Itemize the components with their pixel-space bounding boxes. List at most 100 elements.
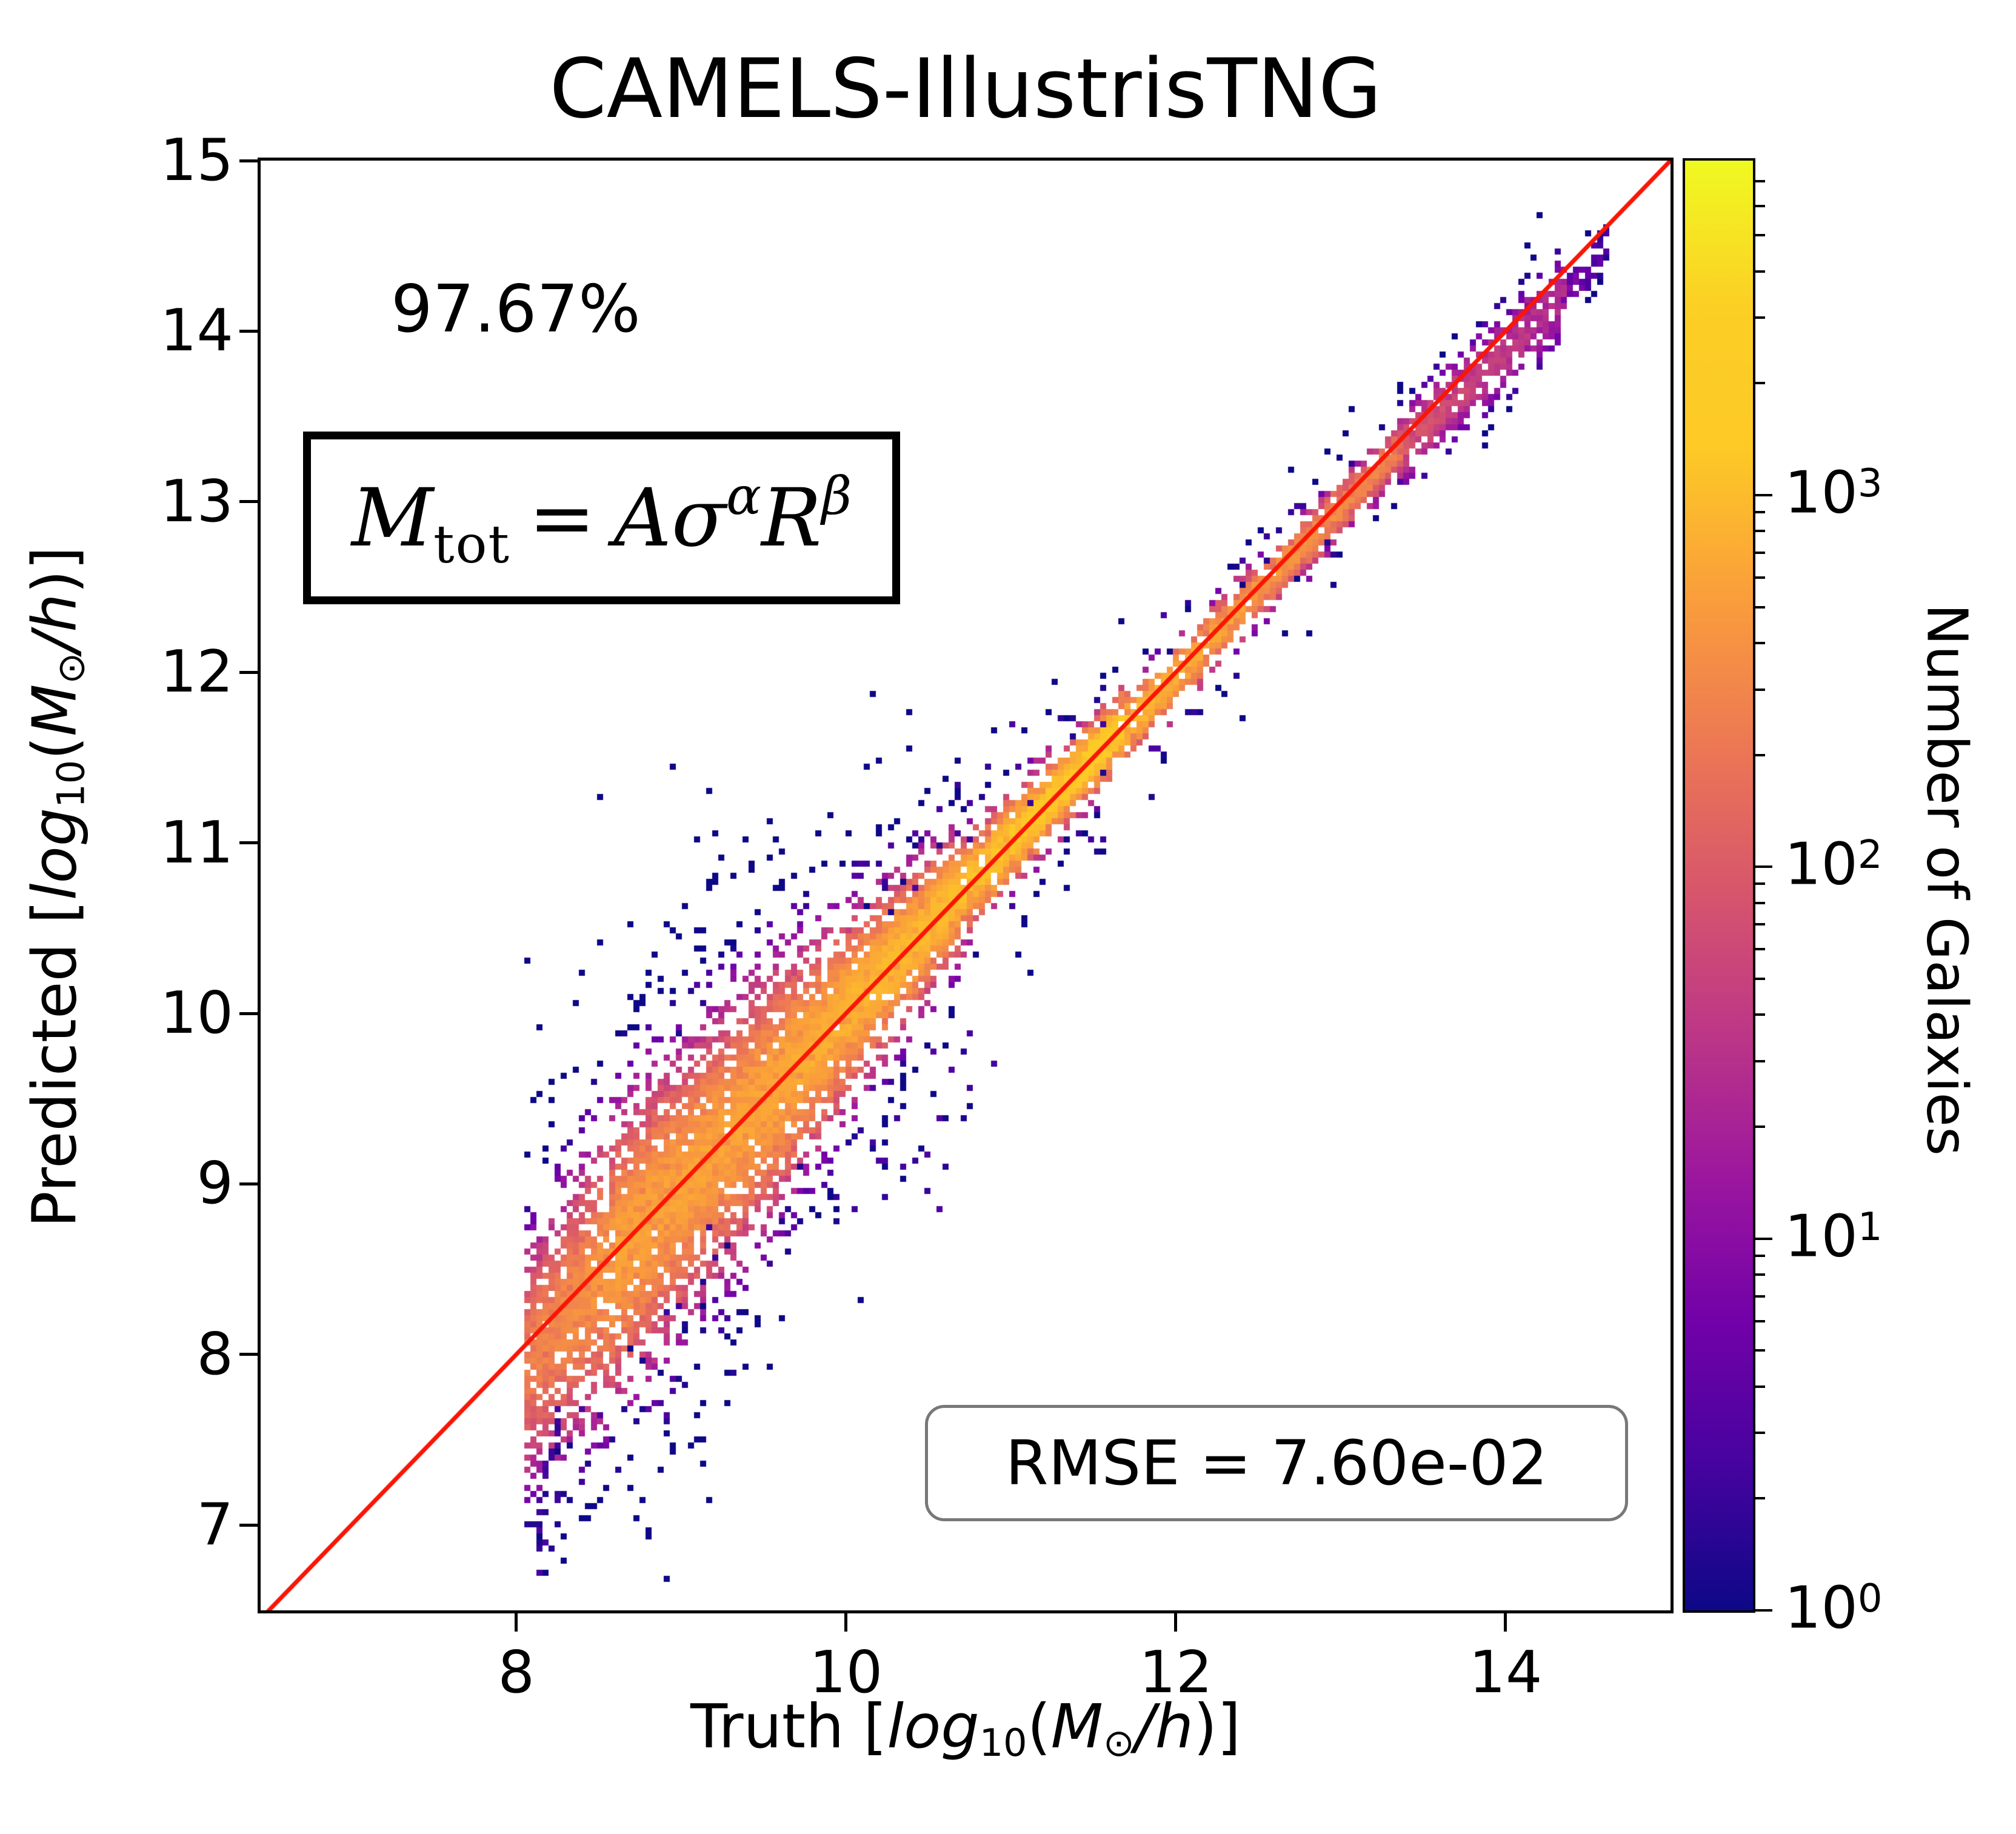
y-axis-tick-label: 13 <box>160 468 233 535</box>
colorbar-minor-tick <box>1755 382 1765 385</box>
y-axis-tick-label: 12 <box>160 639 233 706</box>
colorbar-major-tick <box>1755 865 1772 869</box>
y-axis-tick <box>239 1012 258 1015</box>
y-axis-tick <box>239 1353 258 1356</box>
y-axis-tick <box>239 329 258 333</box>
y-axis-tick-label: 8 <box>196 1321 233 1388</box>
colorbar-minor-tick <box>1755 1273 1765 1276</box>
y-axis-tick <box>239 1523 258 1527</box>
y-axis-tick <box>239 500 258 504</box>
colorbar-tick-exponent: 0 <box>1857 1576 1883 1621</box>
x-axis-tick <box>844 1613 848 1632</box>
equation-coeff: A <box>613 471 672 565</box>
colorbar-minor-tick <box>1755 882 1765 885</box>
colorbar-minor-tick <box>1755 1060 1765 1063</box>
y-axis-tick-label: 11 <box>160 809 233 876</box>
colorbar-tick-base: 10 <box>1784 1203 1858 1270</box>
equation-alpha-superscript: α <box>726 465 762 527</box>
y-axis-tick-label: 10 <box>160 980 233 1047</box>
x-axis-label-sun-subscript: ⊙ <box>1103 1720 1135 1765</box>
colorbar-minor-tick <box>1755 1385 1765 1388</box>
x-axis-tick-label: 8 <box>498 1639 535 1706</box>
rmse-text: RMSE = 7.60e-02 <box>1005 1427 1548 1499</box>
colorbar-tick-label: 103 <box>1784 458 1883 527</box>
colorbar-minor-tick <box>1755 1497 1765 1500</box>
equation-lhs-subscript: tot <box>433 514 510 575</box>
y-axis-tick <box>239 841 258 845</box>
density-scatter-canvas <box>261 161 1671 1610</box>
colorbar-minor-tick <box>1755 179 1765 182</box>
colorbar-minor-tick <box>1755 642 1765 645</box>
colorbar-minor-tick <box>1755 948 1765 951</box>
x-axis-label-per-h: /h <box>1134 1691 1193 1762</box>
plot-axes-frame <box>258 158 1674 1613</box>
equation-beta-superscript: β <box>821 465 852 527</box>
colorbar-minor-tick <box>1755 1125 1765 1129</box>
colorbar <box>1683 158 1755 1613</box>
colorbar-minor-tick <box>1755 530 1765 533</box>
colorbar-minor-tick <box>1755 605 1765 609</box>
colorbar-minor-tick <box>1755 688 1765 691</box>
equation-lhs: M <box>351 471 434 565</box>
colorbar-minor-tick <box>1755 1432 1765 1435</box>
colorbar-major-tick <box>1755 494 1772 496</box>
colorbar-gradient <box>1685 161 1753 1610</box>
colorbar-minor-tick <box>1755 1319 1765 1322</box>
x-axis-label-log-subscript: 10 <box>979 1720 1027 1765</box>
y-axis-tick-label: 15 <box>160 127 233 194</box>
colorbar-minor-tick <box>1755 511 1765 514</box>
equation-equals: = <box>528 471 596 565</box>
colorbar-minor-tick <box>1755 1013 1765 1016</box>
x-axis-tick <box>1504 1613 1507 1632</box>
colorbar-tick-base: 10 <box>1784 831 1858 898</box>
y-axis-tick-label: 9 <box>196 1150 233 1218</box>
x-axis-tick <box>1174 1613 1178 1632</box>
colorbar-minor-tick <box>1755 1254 1765 1257</box>
colorbar-minor-tick <box>1755 753 1765 756</box>
rmse-box: RMSE = 7.60e-02 <box>925 1405 1628 1521</box>
x-axis-label: Truth [log10(M⊙/h)] <box>261 1691 1671 1765</box>
equation-radius: R <box>761 471 822 565</box>
colorbar-tick-exponent: 2 <box>1857 833 1883 878</box>
colorbar-minor-tick <box>1755 270 1765 273</box>
colorbar-minor-tick <box>1755 923 1765 926</box>
equation-text: Mtot = AσαRβ <box>351 466 852 575</box>
colorbar-minor-tick <box>1755 552 1765 554</box>
y-axis-tick-label: 14 <box>160 298 233 365</box>
colorbar-minor-tick <box>1755 1349 1765 1352</box>
x-axis-tick-label: 10 <box>809 1639 883 1706</box>
colorbar-label: Number of Galaxies <box>1914 604 1980 1156</box>
y-axis-label-close: )] <box>19 546 90 594</box>
accuracy-annotation: 97.67% <box>391 272 641 347</box>
colorbar-tick-exponent: 1 <box>1857 1204 1883 1250</box>
colorbar-minor-tick <box>1755 901 1765 904</box>
plot-title: CAMELS-IllustrisTNG <box>549 41 1382 136</box>
y-axis-tick-label: 7 <box>196 1492 233 1559</box>
colorbar-tick-exponent: 3 <box>1857 461 1883 506</box>
x-axis-label-name: Truth <box>690 1691 844 1762</box>
y-axis-label-paren: ( <box>19 736 90 760</box>
colorbar-minor-tick <box>1755 576 1765 579</box>
x-axis-tick <box>515 1613 518 1632</box>
x-axis-tick-label: 14 <box>1469 1639 1543 1706</box>
colorbar-tick-base: 10 <box>1784 459 1858 527</box>
x-axis-label-mass: M <box>1050 1691 1103 1762</box>
colorbar-tick-base: 10 <box>1784 1575 1858 1642</box>
colorbar-minor-tick <box>1755 977 1765 980</box>
colorbar-minor-tick <box>1755 204 1765 207</box>
colorbar-major-tick <box>1755 1237 1772 1240</box>
colorbar-tick-label: 101 <box>1784 1201 1883 1270</box>
y-axis-label-log-subscript: 10 <box>48 759 93 808</box>
colorbar-minor-tick <box>1755 316 1765 319</box>
equation-box: Mtot = AσαRβ <box>303 432 900 604</box>
equation-sigma: σ <box>671 471 726 565</box>
x-axis-label-close: )] <box>1193 1691 1241 1762</box>
y-axis-tick <box>239 1182 258 1185</box>
colorbar-minor-tick <box>1755 234 1765 237</box>
colorbar-tick-label: 100 <box>1784 1573 1883 1642</box>
colorbar-tick-label: 102 <box>1784 829 1883 898</box>
y-axis-tick <box>239 670 258 674</box>
y-axis-tick <box>239 159 258 162</box>
x-axis-tick-label: 12 <box>1139 1639 1213 1706</box>
